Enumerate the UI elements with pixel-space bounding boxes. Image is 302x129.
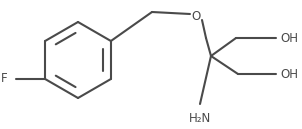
- Text: OH: OH: [280, 67, 298, 80]
- Text: OH: OH: [280, 31, 298, 45]
- Text: F: F: [2, 72, 8, 86]
- Text: H₂N: H₂N: [189, 112, 211, 125]
- Text: O: O: [191, 10, 201, 23]
